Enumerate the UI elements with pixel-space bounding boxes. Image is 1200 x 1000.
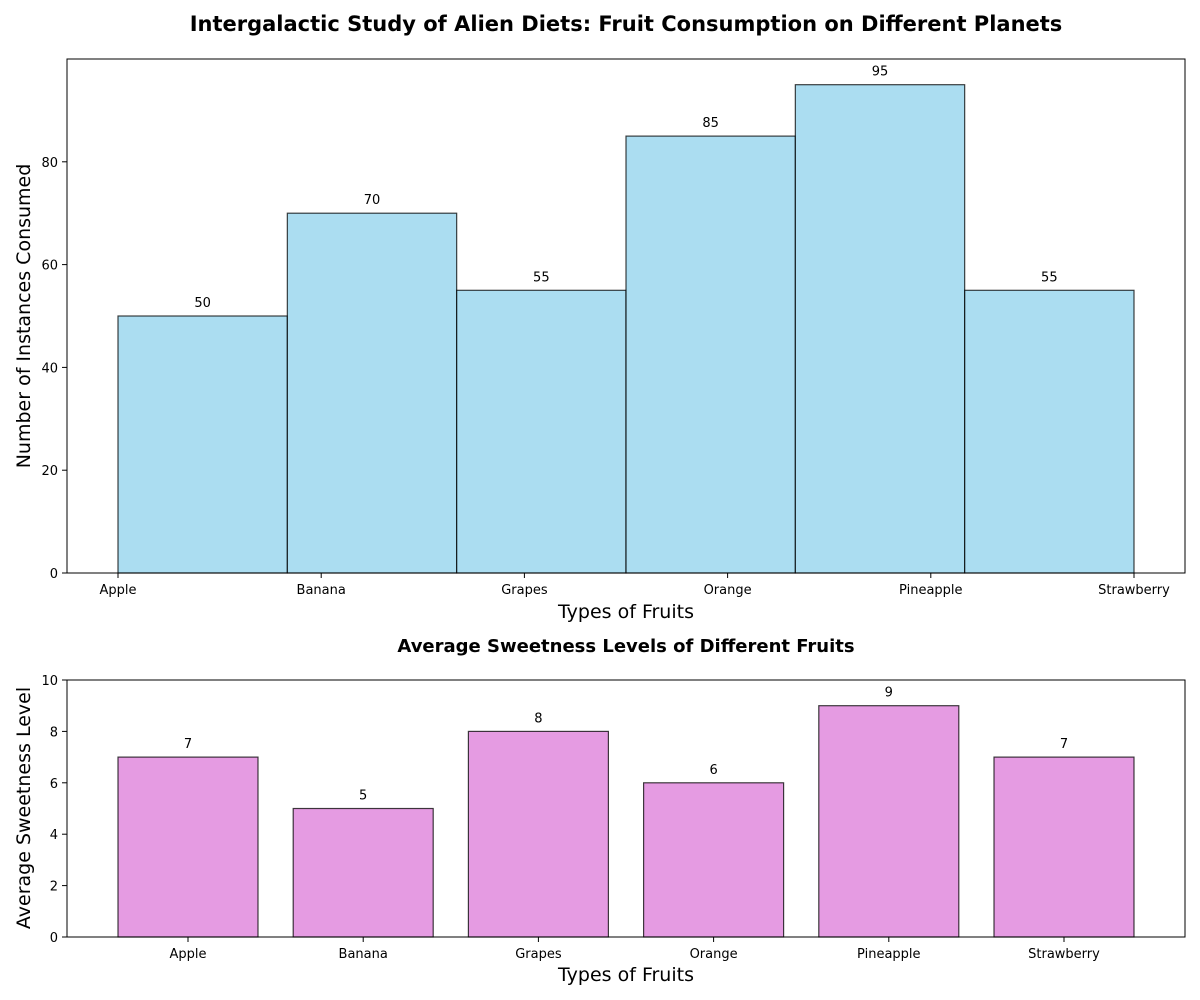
chart2-x-tick-label: Strawberry <box>1028 947 1100 962</box>
chart1-value-label: 95 <box>872 65 889 80</box>
sweetness-chart: Average Sweetness Levels of Different Fr… <box>13 636 1186 986</box>
chart2-x-tick-label: Apple <box>169 947 206 962</box>
chart2-bar <box>117 756 259 938</box>
chart1-x-axis-label: Types of Fruits <box>557 601 694 623</box>
chart2-y-tick-label: 6 <box>50 777 58 792</box>
chart1-value-label: 85 <box>702 116 719 131</box>
chart2-bar <box>642 782 785 938</box>
chart1-x-tick-label: Apple <box>99 583 136 598</box>
chart2-y-tick-label: 10 <box>41 674 58 689</box>
chart1-bars <box>117 84 1135 574</box>
chart2-y-ticks: 0 2 4 6 8 10 <box>41 674 67 946</box>
chart2-bar <box>818 705 960 938</box>
chart1-y-tick-label: 80 <box>41 156 58 171</box>
chart2-x-tick-label: Pineapple <box>857 947 920 962</box>
chart2-value-label: 7 <box>184 737 192 752</box>
chart1-bar <box>286 212 458 574</box>
chart2-bars <box>117 705 1135 938</box>
chart1-y-axis-label: Number of Instances Consumed <box>13 164 35 469</box>
chart1-plot-frame <box>66 58 1186 574</box>
chart2-bar <box>467 730 609 938</box>
chart2-title: Average Sweetness Levels of Different Fr… <box>397 636 854 657</box>
chart1-bar <box>625 135 796 574</box>
chart1-value-label: 70 <box>364 193 381 208</box>
chart1-bar <box>964 289 1135 574</box>
chart2-bar <box>292 807 434 938</box>
chart2-value-label: 5 <box>359 789 367 804</box>
chart2-value-label: 8 <box>534 711 542 726</box>
chart2-x-tick-label: Banana <box>339 947 388 962</box>
chart2-y-tick-label: 0 <box>50 931 58 946</box>
chart1-x-tick-label: Strawberry <box>1098 583 1170 598</box>
chart1-y-tick-label: 0 <box>50 567 58 582</box>
chart1-x-tick-label: Banana <box>297 583 346 598</box>
consumption-chart: Intergalactic Study of Alien Diets: Frui… <box>13 12 1186 623</box>
chart2-value-label: 9 <box>885 686 893 701</box>
chart1-bar <box>117 315 288 574</box>
chart1-y-ticks: 0 20 40 60 80 <box>41 156 67 582</box>
chart1-x-ticks: Apple Banana Grapes Orange Pineapple Strawber… <box>99 573 1170 598</box>
chart2-x-axis-label: Types of Fruits <box>557 964 694 986</box>
chart2-plot-frame <box>66 679 1186 938</box>
chart2-y-tick-label: 2 <box>50 880 58 895</box>
chart1-value-label: 55 <box>1041 270 1058 285</box>
chart2-value-label: 7 <box>1060 737 1068 752</box>
chart2-x-ticks: Apple Banana Grapes Orange Pineapple Strawber… <box>169 937 1100 962</box>
chart1-y-tick-label: 20 <box>41 464 58 479</box>
chart1-y-tick-label: 40 <box>41 361 58 376</box>
chart1-x-tick-label: Orange <box>704 583 752 598</box>
chart2-value-labels: 7 5 8 6 9 7 <box>184 686 1068 804</box>
chart1-bar <box>794 84 966 574</box>
chart2-value-label: 6 <box>709 763 717 778</box>
chart1-y-tick-label: 60 <box>41 259 58 274</box>
chart2-y-axis-label: Average Sweetness Level <box>13 687 35 929</box>
chart2-y-tick-label: 8 <box>50 725 58 740</box>
chart2-x-tick-label: Grapes <box>515 947 562 962</box>
chart1-x-tick-label: Grapes <box>501 583 548 598</box>
chart1-value-labels: 50 70 55 85 95 55 <box>194 65 1057 311</box>
chart1-value-label: 50 <box>194 296 211 311</box>
chart2-bar <box>993 756 1135 938</box>
chart2-y-tick-label: 4 <box>50 828 58 843</box>
chart1-title: Intergalactic Study of Alien Diets: Frui… <box>190 12 1063 36</box>
chart1-x-tick-label: Pineapple <box>899 583 962 598</box>
chart1-bar <box>456 289 627 574</box>
chart2-x-tick-label: Orange <box>690 947 738 962</box>
chart1-value-label: 55 <box>533 270 550 285</box>
